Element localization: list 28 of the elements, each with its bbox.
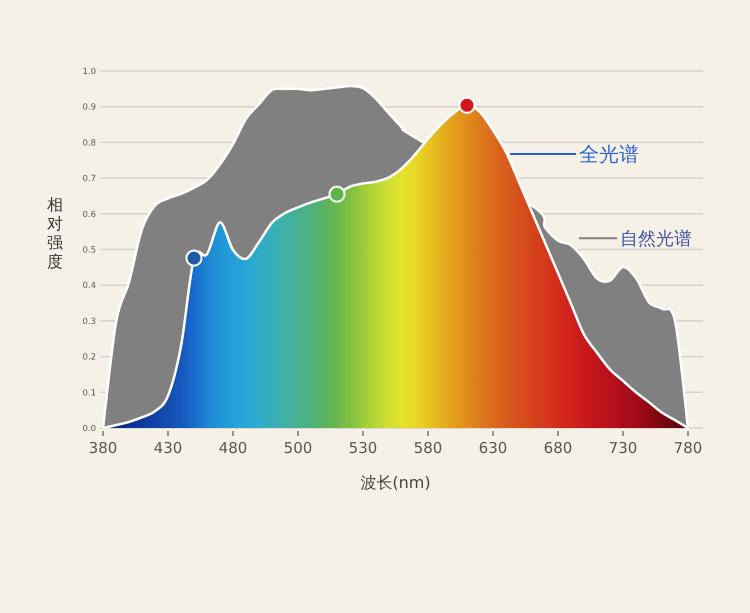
y-axis-title: 相对强度 bbox=[47, 195, 63, 271]
x-tick-label: 480 bbox=[218, 439, 248, 457]
y-tick-label: 0.4 bbox=[82, 281, 96, 292]
x-tick-label: 730 bbox=[608, 439, 638, 457]
x-tick-label: 430 bbox=[154, 439, 182, 457]
point bbox=[328, 186, 346, 203]
y-tick-label: 0.1 bbox=[82, 388, 96, 398]
x-tick-label: 380 bbox=[88, 439, 118, 457]
legend-label: 自然光谱 bbox=[620, 228, 692, 250]
y-tick-label: 1.0 bbox=[82, 67, 96, 77]
y-tick-label: 0.7 bbox=[82, 174, 96, 184]
y-tick-label: 0.6 bbox=[82, 210, 96, 220]
x-tick-label: 680 bbox=[544, 439, 572, 457]
y-tick-label: 0.8 bbox=[82, 138, 96, 148]
y-tick-label: 0.0 bbox=[82, 424, 96, 434]
y-tick-label: 0.3 bbox=[82, 316, 96, 327]
y-tick-label: 0.5 bbox=[82, 246, 96, 256]
x-axis-title: 波长(nm) bbox=[360, 473, 431, 492]
point bbox=[186, 250, 202, 267]
y-tick-label: 0.9 bbox=[82, 102, 96, 113]
x-tick-label: 500 bbox=[284, 439, 312, 457]
x-tick-label: 530 bbox=[348, 439, 378, 457]
x-tick-label: 580 bbox=[414, 439, 442, 457]
legend-label: 全光谱 bbox=[579, 142, 639, 166]
point bbox=[458, 96, 476, 114]
y-tick-label: 0.2 bbox=[82, 352, 96, 363]
x-tick-label: 780 bbox=[674, 439, 702, 457]
x-tick-label: 630 bbox=[478, 439, 508, 457]
